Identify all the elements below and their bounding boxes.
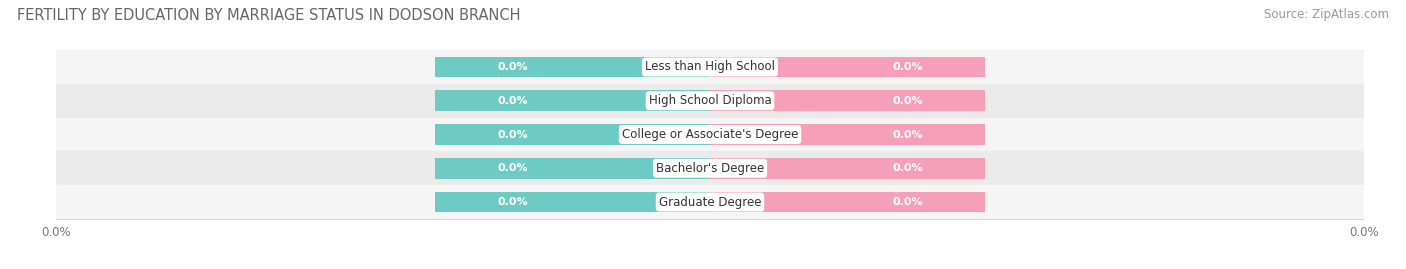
Bar <box>56 50 1364 84</box>
Bar <box>56 118 1364 151</box>
Bar <box>436 158 710 179</box>
Text: 0.0%: 0.0% <box>893 197 924 207</box>
Text: 0.0%: 0.0% <box>893 163 924 173</box>
Bar <box>56 151 1364 185</box>
Bar <box>710 158 984 179</box>
Text: 0.0%: 0.0% <box>893 96 924 106</box>
Text: Graduate Degree: Graduate Degree <box>659 196 761 208</box>
Bar <box>436 124 710 145</box>
Text: 0.0%: 0.0% <box>496 62 527 72</box>
Text: 0.0%: 0.0% <box>496 163 527 173</box>
Text: 0.0%: 0.0% <box>496 197 527 207</box>
Bar <box>436 90 710 111</box>
Bar <box>710 90 984 111</box>
Text: High School Diploma: High School Diploma <box>648 94 772 107</box>
Text: Source: ZipAtlas.com: Source: ZipAtlas.com <box>1264 8 1389 21</box>
Text: 0.0%: 0.0% <box>496 96 527 106</box>
Bar <box>56 84 1364 118</box>
Bar <box>436 56 710 77</box>
Bar <box>710 192 984 213</box>
Bar <box>436 192 710 213</box>
Text: Less than High School: Less than High School <box>645 61 775 73</box>
Text: Bachelor's Degree: Bachelor's Degree <box>657 162 763 175</box>
Bar <box>56 185 1364 219</box>
Text: 0.0%: 0.0% <box>496 129 527 140</box>
Text: FERTILITY BY EDUCATION BY MARRIAGE STATUS IN DODSON BRANCH: FERTILITY BY EDUCATION BY MARRIAGE STATU… <box>17 8 520 23</box>
Bar <box>710 56 984 77</box>
Text: College or Associate's Degree: College or Associate's Degree <box>621 128 799 141</box>
Text: 0.0%: 0.0% <box>893 129 924 140</box>
Bar <box>710 124 984 145</box>
Text: 0.0%: 0.0% <box>893 62 924 72</box>
